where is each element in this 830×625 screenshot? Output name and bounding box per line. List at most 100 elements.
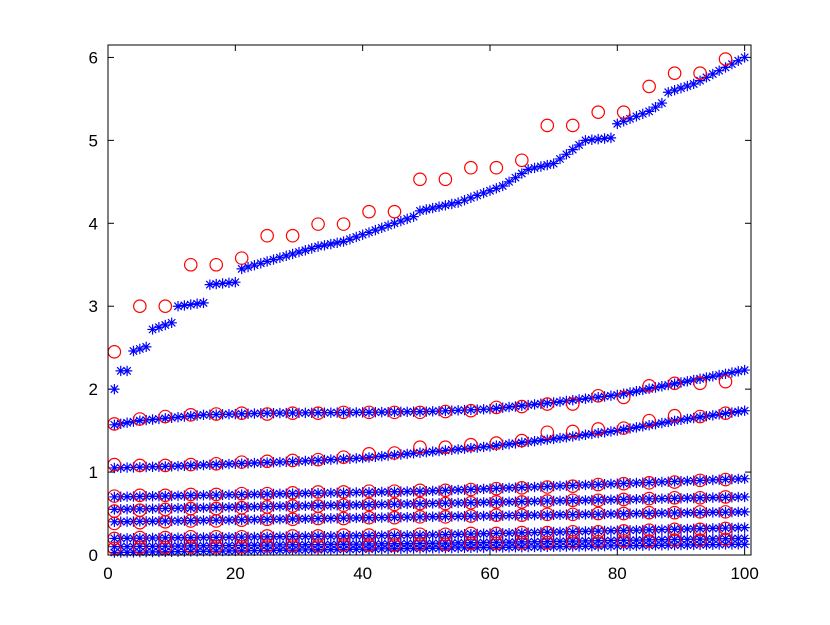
circle-marker [234,251,249,265]
star-marker [325,530,337,542]
star-marker [503,527,515,539]
circle-marker [591,506,606,521]
star-marker [688,78,699,90]
star-marker [472,542,483,553]
star-marker [669,415,680,427]
star-marker [631,477,642,489]
star-marker [567,144,578,155]
star-marker [605,535,617,546]
x-tick-label: 40 [353,564,372,583]
star-marker [452,511,464,522]
star-marker [542,527,553,538]
circle-marker [362,204,376,219]
star-marker [211,502,222,513]
star-marker [669,534,680,545]
star-marker [465,404,477,415]
circle-marker [183,514,198,528]
star-marker [402,486,413,497]
star-marker [382,450,394,461]
star-marker [389,530,400,541]
circle-marker [642,379,656,393]
circle-marker [565,118,580,133]
star-marker [580,429,591,440]
circle-marker [387,538,402,552]
star-marker [185,502,196,514]
star-marker [440,405,451,416]
star-marker [529,435,540,447]
star-marker [376,451,387,462]
star-marker [179,300,190,311]
star-marker [134,343,146,355]
circle-marker [464,509,478,523]
star-marker [669,539,680,551]
star-marker [663,87,674,98]
star-marker [255,258,266,269]
circle-marker [718,490,733,504]
plot-area [107,52,750,558]
star-marker [618,540,629,551]
star-marker [198,297,209,309]
star-marker [223,540,235,551]
star-marker [351,530,362,542]
star-marker [452,405,464,416]
star-marker [542,536,553,547]
star-marker [191,298,203,309]
star-marker [242,545,254,556]
circle-marker [311,217,325,231]
y-tick-label: 6 [89,48,98,67]
star-marker [459,542,470,554]
star-marker [593,391,604,403]
star-marker [414,205,426,217]
star-marker [643,383,655,394]
circle-marker [260,512,274,527]
star-marker [211,459,222,470]
star-marker [529,399,540,410]
star-marker [300,488,311,499]
circle-marker [616,506,631,521]
star-marker [376,543,387,555]
star-marker [376,406,387,418]
star-marker [319,544,330,555]
star-marker [452,484,464,496]
star-marker [236,514,247,525]
star-marker [694,492,706,504]
star-marker [217,278,228,289]
star-marker [631,540,642,551]
circle-marker [565,479,580,493]
star-marker [363,512,375,523]
star-marker [675,82,687,94]
star-marker [739,473,750,484]
star-marker [300,513,311,524]
star-marker [121,547,133,558]
circle-marker [565,524,580,539]
star-marker [223,489,235,501]
star-marker [261,545,273,556]
star-marker [554,396,566,407]
star-marker [223,545,235,557]
star-marker [389,406,400,418]
star-marker [223,531,235,543]
star-marker [185,299,196,310]
star-marker [516,527,528,539]
circle-marker [336,217,351,231]
star-marker [325,238,337,250]
star-marker [147,532,158,544]
star-marker [713,65,725,76]
star-marker [529,162,540,174]
star-marker [153,546,165,558]
star-marker [147,414,158,425]
star-marker [713,369,725,381]
star-marker [567,495,578,506]
star-marker [701,72,712,83]
circle-marker [336,450,351,464]
star-marker [503,176,515,188]
circle-marker [667,475,682,489]
star-marker [682,475,693,487]
circle-marker [591,422,606,436]
star-marker [370,543,381,555]
star-marker [605,478,617,490]
star-marker [153,413,165,425]
circle-marker [591,477,606,492]
star-marker [293,246,305,258]
star-marker [631,534,642,546]
